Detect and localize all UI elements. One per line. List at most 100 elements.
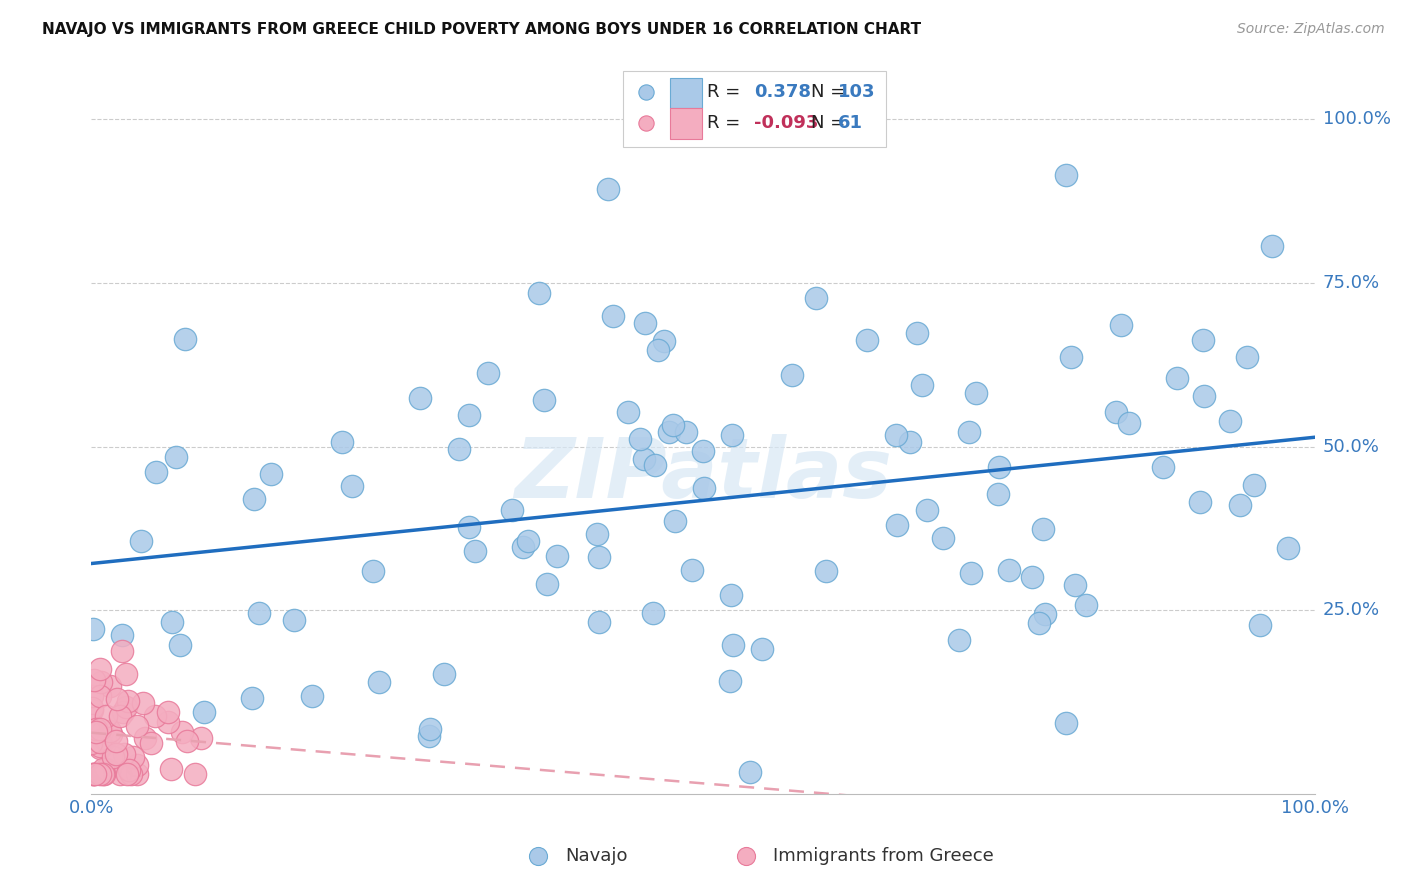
- Point: [240, 691, 263, 706]
- Point: [89, 689, 111, 703]
- Point: [644, 458, 666, 473]
- Point: [1152, 460, 1174, 475]
- Point: [721, 638, 744, 652]
- Point: [898, 435, 921, 450]
- Point: [91, 724, 114, 739]
- Point: [546, 549, 568, 564]
- Point: [330, 435, 353, 450]
- Point: [89, 739, 111, 754]
- Text: ZIPatlas: ZIPatlas: [515, 434, 891, 515]
- Point: [342, 479, 364, 493]
- Point: [127, 767, 149, 781]
- Text: Source: ZipAtlas.com: Source: ZipAtlas.com: [1237, 22, 1385, 37]
- Text: 0.378: 0.378: [755, 83, 811, 102]
- Point: [93, 767, 115, 781]
- Point: [160, 615, 183, 629]
- Point: [111, 644, 134, 658]
- Point: [115, 767, 138, 781]
- Point: [80, 736, 103, 750]
- Point: [1074, 598, 1097, 612]
- Point: [915, 503, 938, 517]
- Point: [664, 514, 686, 528]
- Point: [501, 502, 523, 516]
- Point: [89, 722, 111, 736]
- Point: [1236, 350, 1258, 364]
- Point: [89, 741, 111, 756]
- Point: [458, 520, 481, 534]
- Point: [886, 518, 908, 533]
- Point: [681, 563, 703, 577]
- Point: [131, 697, 153, 711]
- Point: [806, 292, 828, 306]
- Point: [89, 735, 111, 749]
- Point: [527, 285, 550, 300]
- Point: [160, 762, 183, 776]
- Point: [143, 709, 166, 723]
- Point: [283, 613, 305, 627]
- Point: [172, 724, 194, 739]
- Point: [1021, 570, 1043, 584]
- Point: [588, 615, 610, 629]
- Point: [628, 432, 651, 446]
- Point: [1219, 414, 1241, 428]
- Text: 61: 61: [838, 114, 862, 132]
- Point: [368, 675, 391, 690]
- Point: [94, 709, 117, 723]
- Point: [647, 343, 669, 357]
- Point: [616, 405, 638, 419]
- Text: Immigrants from Greece: Immigrants from Greece: [773, 847, 994, 864]
- Text: 50.0%: 50.0%: [1323, 438, 1379, 456]
- Point: [987, 487, 1010, 501]
- Point: [596, 181, 619, 195]
- Point: [720, 588, 742, 602]
- Point: [105, 692, 128, 706]
- Point: [93, 767, 115, 781]
- Point: [260, 467, 283, 482]
- Point: [1109, 318, 1132, 332]
- Point: [156, 715, 179, 730]
- Point: [634, 316, 657, 330]
- Point: [658, 425, 681, 440]
- Point: [117, 694, 139, 708]
- Point: [477, 366, 499, 380]
- Point: [82, 767, 104, 781]
- Point: [1054, 716, 1077, 731]
- Point: [512, 541, 534, 555]
- Point: [82, 622, 104, 636]
- Point: [1192, 333, 1215, 347]
- Point: [751, 642, 773, 657]
- Point: [125, 757, 148, 772]
- Point: [361, 564, 384, 578]
- Point: [90, 675, 112, 690]
- Point: [193, 705, 215, 719]
- Point: [1192, 389, 1215, 403]
- Text: 103: 103: [838, 83, 875, 102]
- Point: [165, 450, 187, 465]
- Point: [409, 391, 432, 405]
- Point: [1054, 168, 1077, 182]
- Point: [1105, 405, 1128, 419]
- Text: 75.0%: 75.0%: [1323, 274, 1381, 292]
- Point: [1118, 416, 1140, 430]
- Point: [1277, 541, 1299, 555]
- Point: [82, 703, 104, 717]
- Point: [780, 368, 803, 382]
- Point: [83, 767, 105, 781]
- Point: [464, 544, 486, 558]
- Point: [82, 767, 104, 781]
- Point: [80, 701, 103, 715]
- Point: [84, 722, 107, 736]
- Point: [91, 762, 114, 776]
- Point: [856, 333, 879, 347]
- Text: R =: R =: [707, 83, 740, 102]
- Point: [118, 763, 141, 777]
- Point: [433, 667, 456, 681]
- Point: [83, 673, 105, 687]
- Point: [533, 393, 555, 408]
- Point: [108, 708, 131, 723]
- Point: [1059, 350, 1081, 364]
- Text: Navajo: Navajo: [565, 847, 627, 864]
- Point: [83, 767, 105, 781]
- Point: [633, 451, 655, 466]
- Point: [157, 705, 180, 719]
